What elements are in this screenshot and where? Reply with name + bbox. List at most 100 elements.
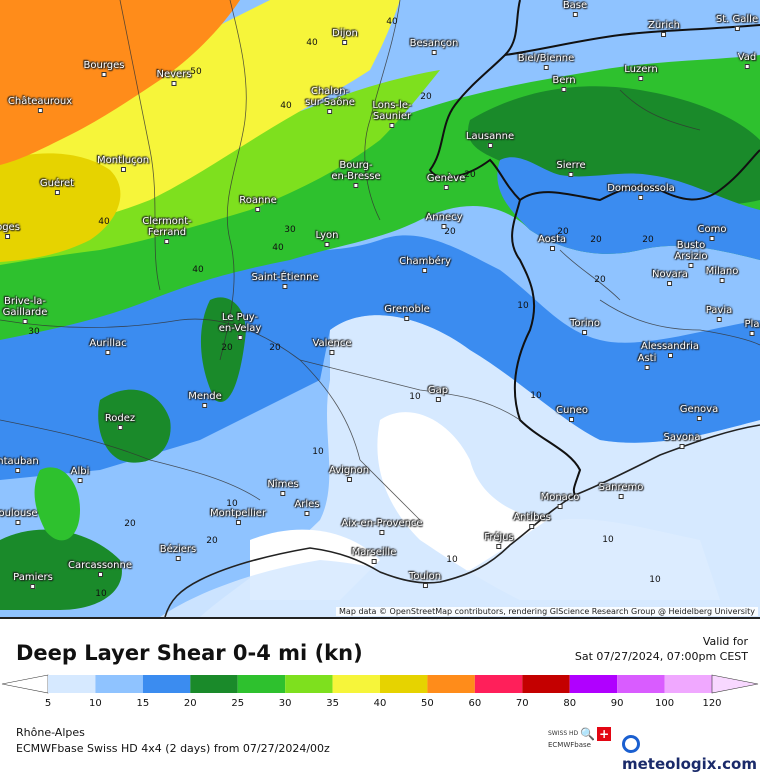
- city-chateauroux: Châteauroux: [8, 96, 72, 113]
- contour-label: 40: [280, 101, 292, 111]
- city-stetienne: Saint-Étienne: [251, 272, 319, 289]
- contour-label: 40: [272, 243, 284, 253]
- valid-for-label: Valid for: [702, 635, 748, 648]
- city-annecy: Annecy: [425, 212, 463, 229]
- contour-label: 20: [557, 227, 569, 237]
- legend-tick-label: 25: [231, 698, 244, 709]
- legend-swatch: [142, 675, 191, 693]
- swiss-flag-icon: +: [597, 727, 612, 741]
- legend-swatch: [427, 675, 475, 693]
- contour-label: 20: [221, 343, 233, 353]
- legend-swatch: [617, 675, 665, 693]
- legend-footer: Deep Layer Shear 0-4 mi (kn) Valid for S…: [0, 617, 760, 773]
- city-gueret: Guéret: [40, 178, 74, 195]
- city-gap: Gap: [428, 385, 448, 402]
- city-toulon: Toulon: [409, 571, 441, 588]
- contour-label: 30: [284, 225, 296, 235]
- contour-label: 20: [420, 92, 432, 102]
- legend-swatch: [380, 675, 428, 693]
- legend-tick-label: 120: [702, 698, 721, 709]
- city-marseille: Marseille: [352, 547, 396, 564]
- contour-label: 20: [444, 227, 456, 237]
- city-monaco: Monaco: [541, 492, 579, 509]
- contour-label: 10: [226, 499, 238, 509]
- legend-swatch: [190, 675, 238, 693]
- legend-swatch: [522, 675, 570, 693]
- city-grenoble: Grenoble: [384, 304, 430, 321]
- city-busto: Busto Arsizio: [674, 240, 708, 268]
- contour-label: 20: [464, 170, 476, 180]
- legend-arrow-high: [711, 674, 759, 694]
- contour-label: 10: [517, 301, 529, 311]
- city-zurich: Zürich: [648, 20, 680, 37]
- model-info: ECMWFbase Swiss HD 4x4 (2 days) from 07/…: [16, 742, 330, 755]
- legend-tick-label: 30: [279, 698, 292, 709]
- city-avignon: Avignon: [329, 465, 369, 482]
- legend-tick-label: 5: [45, 698, 51, 709]
- forecast-map[interactable]: 50 40 40 40 40 40 40 30 30 20 20 20 20 20 20 20 20 20 20 20…: [0, 0, 760, 617]
- contour-label: 40: [192, 265, 204, 275]
- legend-swatch: [95, 675, 143, 693]
- map-title: Deep Layer Shear 0-4 mi (kn): [16, 641, 363, 665]
- city-sanremo: Sanremo: [599, 482, 643, 499]
- legend-arrow-low: [1, 674, 49, 694]
- legend-tick-label: 10: [89, 698, 102, 709]
- city-basel: Base: [563, 0, 587, 17]
- city-nevers: Nevers: [156, 69, 192, 86]
- region-label: Rhône-Alpes: [16, 726, 85, 739]
- city-roanne: Roanne: [239, 195, 277, 212]
- meteologix-brand-text: meteologix.com: [622, 755, 757, 773]
- legend-tick-label: 35: [326, 698, 339, 709]
- legend-swatch: [474, 675, 523, 693]
- city-aurillac: Aurillac: [89, 338, 127, 355]
- map-fill-layer: [0, 0, 760, 617]
- city-bourg: Bourg-en-Bresse: [331, 160, 381, 188]
- city-luzern: Luzern: [624, 64, 658, 81]
- city-beziers: Béziers: [160, 544, 196, 561]
- map-attribution[interactable]: Map data © OpenStreetMap contributors, r…: [336, 607, 758, 616]
- legend-tick-label: 70: [516, 698, 529, 709]
- city-chalon: Chalon-sur-Saône: [305, 86, 355, 114]
- valid-time: Sat 07/27/2024, 07:00pm CEST: [574, 650, 748, 663]
- city-besancon: Besançon: [410, 38, 458, 55]
- legend-tick-label: 80: [563, 698, 576, 709]
- meteologix-logo[interactable]: meteologix.com: [622, 735, 760, 773]
- city-cuneo: Cuneo: [556, 405, 588, 422]
- city-pamiers: Pamiers: [13, 572, 53, 589]
- city-geneve: Genève: [427, 173, 465, 190]
- city-clermont: Clermont- Ferrand: [142, 216, 192, 244]
- legend-tick-label: 60: [468, 698, 481, 709]
- contour-label: 20: [594, 275, 606, 285]
- city-pavia: Pavia: [706, 305, 732, 322]
- contour-label: 20: [124, 519, 136, 529]
- contour-label: 30: [28, 327, 40, 337]
- contour-label: 10: [95, 589, 107, 599]
- contour-label: 20: [269, 343, 281, 353]
- city-lausanne: Lausanne: [466, 131, 514, 148]
- city-vaduz: Vad: [738, 52, 756, 69]
- city-alessandria: Alessandria: [641, 341, 699, 358]
- swiss-hd-text: SWISS HD: [548, 730, 579, 737]
- city-lons: Lons-le- Saunier: [372, 100, 412, 128]
- city-rodez: Rodez: [105, 413, 135, 430]
- city-piacenza: Pla: [745, 319, 759, 336]
- legend-swatch: [237, 675, 286, 693]
- city-dijon: Dijon: [332, 28, 358, 45]
- contour-label: 10: [530, 391, 542, 401]
- legend-swatch: [332, 675, 380, 693]
- city-frejus: Fréjus: [484, 532, 514, 549]
- contour-label: 10: [602, 535, 614, 545]
- magnifier-icon: 🔍: [580, 727, 596, 741]
- legend-swatch: [285, 675, 333, 693]
- city-biel: Biel/Bienne: [518, 53, 574, 70]
- city-lyon: Lyon: [315, 230, 339, 247]
- contour-label: 20: [206, 536, 218, 546]
- city-stgallen: St. Galle: [716, 14, 758, 31]
- city-montpellier: Montpellier: [210, 508, 266, 525]
- city-brive: Brive-la- Gaillarde: [3, 296, 47, 324]
- ecmwf-base-text: ECMWFbase: [548, 741, 591, 749]
- city-domodossola: Domodossola: [607, 183, 675, 200]
- legend-tick-label: 90: [611, 698, 624, 709]
- city-montauban: ntauban: [0, 456, 39, 473]
- legend-swatch: [48, 675, 96, 693]
